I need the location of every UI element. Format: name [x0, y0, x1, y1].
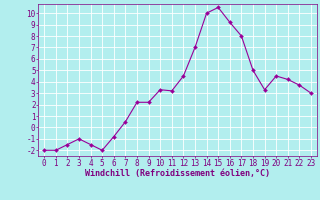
X-axis label: Windchill (Refroidissement éolien,°C): Windchill (Refroidissement éolien,°C) — [85, 169, 270, 178]
